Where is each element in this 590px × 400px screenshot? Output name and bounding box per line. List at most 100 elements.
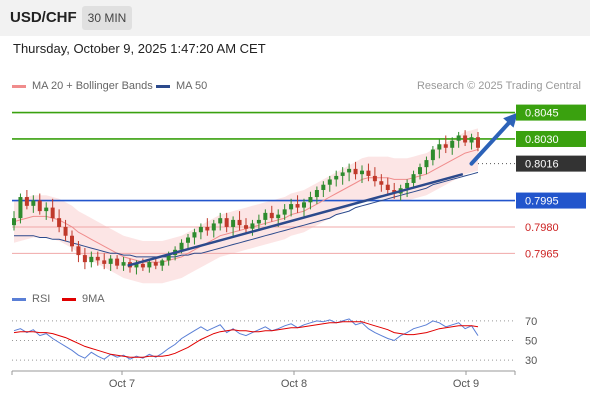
candle-body xyxy=(463,135,468,143)
candle xyxy=(57,209,62,233)
level-box-0.8030 xyxy=(516,130,586,147)
candle xyxy=(430,146,435,166)
level-labels-layer: 0.8045 0.8030 0.8016 0.7995 0.7980 0.7965 xyxy=(516,104,586,260)
candle xyxy=(372,167,377,187)
candle-body xyxy=(327,179,332,185)
ma9-label: 9MA xyxy=(82,293,105,305)
candle xyxy=(218,212,223,231)
candle xyxy=(321,181,326,198)
candle xyxy=(282,204,287,220)
candle xyxy=(24,190,29,210)
candle xyxy=(63,219,68,242)
candle-body xyxy=(108,258,113,264)
candle xyxy=(76,241,81,263)
candle-body xyxy=(276,214,281,219)
candle-body xyxy=(205,226,210,231)
candle xyxy=(379,174,384,192)
level-label-0.8045: 0.8045 xyxy=(525,108,559,120)
rsi-label: RSI xyxy=(32,293,51,305)
candle xyxy=(366,163,371,182)
candle-body xyxy=(360,170,364,175)
candle-body xyxy=(443,144,448,148)
x-tick-label: Oct 8 xyxy=(281,378,307,390)
candle xyxy=(450,137,455,155)
level-box-0.7995 xyxy=(516,192,586,209)
ma50-swatch xyxy=(156,84,170,88)
candle-body xyxy=(134,263,139,268)
candle xyxy=(250,219,255,236)
candle-body xyxy=(160,260,165,266)
candle-body xyxy=(424,160,429,168)
candle-body xyxy=(121,262,126,266)
rsi-tick-70: 70 xyxy=(525,316,537,328)
candle-body xyxy=(50,207,55,219)
candle xyxy=(44,202,49,220)
candle xyxy=(469,133,474,150)
candle xyxy=(186,233,190,249)
candle xyxy=(12,211,16,231)
rsi-swatch xyxy=(12,297,26,301)
candle xyxy=(192,228,197,245)
candle xyxy=(308,191,313,210)
header-bar: USD/CHF 30 MIN xyxy=(0,0,590,36)
candle-body xyxy=(418,167,422,175)
x-tick-label: Oct 9 xyxy=(453,378,479,390)
candle-body xyxy=(102,260,107,264)
candle-body xyxy=(211,223,216,231)
candle xyxy=(263,209,268,226)
candle xyxy=(70,230,74,252)
candle-body xyxy=(224,218,229,227)
candle-body xyxy=(340,172,345,176)
level-label-0.8030: 0.8030 xyxy=(525,134,559,146)
rsi-tick-30: 30 xyxy=(525,355,537,367)
candle-body xyxy=(12,218,16,226)
candle-body xyxy=(372,175,377,182)
rsi-line xyxy=(13,318,479,360)
x-axis: Oct 7 Oct 8 Oct 9 xyxy=(11,370,516,390)
candle-body xyxy=(289,204,294,210)
level-label-0.8016: 0.8016 xyxy=(525,159,559,171)
timeframe-button[interactable]: 30 MIN xyxy=(82,6,132,30)
datetime-label: Thursday, October 9, 2025 1:47:20 AM CET xyxy=(13,41,266,56)
candle-body xyxy=(353,168,358,175)
candles-layer xyxy=(12,130,480,275)
candle-body xyxy=(231,219,236,227)
forecast-arrow-head xyxy=(503,112,518,128)
legend-ma20: MA 20 + Bollinger Bands xyxy=(12,80,153,92)
candle xyxy=(437,138,442,159)
candle-body xyxy=(430,149,435,161)
candle-body xyxy=(379,181,384,185)
candle-body xyxy=(147,262,152,268)
support-trendline xyxy=(127,172,464,267)
candle-body xyxy=(166,255,171,261)
candle-body xyxy=(186,237,190,243)
candle xyxy=(82,248,87,270)
candle xyxy=(115,255,120,270)
trendline-layer xyxy=(127,112,518,267)
candle-body xyxy=(18,197,23,219)
candle xyxy=(95,251,100,266)
candle-body xyxy=(244,225,248,229)
candle xyxy=(231,216,236,236)
candle-body xyxy=(450,140,455,148)
candle xyxy=(102,253,107,270)
candle-body xyxy=(405,182,410,189)
candle xyxy=(205,218,210,236)
candle-body xyxy=(385,184,390,190)
ma20-label: MA 20 + Bollinger Bands xyxy=(32,80,153,92)
candle-body xyxy=(321,184,326,190)
candle xyxy=(18,193,23,224)
candle xyxy=(50,198,55,222)
candle-body xyxy=(140,263,145,268)
level-box-0.8045 xyxy=(516,104,586,121)
candle xyxy=(89,251,94,268)
candle xyxy=(295,195,300,213)
candle xyxy=(385,177,390,196)
candle-body xyxy=(63,226,68,236)
legend-ma50: MA 50 xyxy=(156,80,207,92)
candle xyxy=(327,175,332,192)
candle-body xyxy=(269,212,274,219)
candle xyxy=(31,195,36,213)
forecast-arrow-shaft xyxy=(469,115,516,166)
candle xyxy=(456,131,461,148)
